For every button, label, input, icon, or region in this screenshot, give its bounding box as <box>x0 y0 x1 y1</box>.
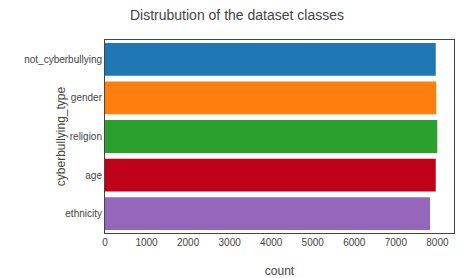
svg-text:gender: gender <box>71 92 103 103</box>
svg-text:5000: 5000 <box>302 237 325 248</box>
svg-text:0: 0 <box>102 237 108 248</box>
svg-text:cyberbullying_type: cyberbullying_type <box>54 86 68 186</box>
svg-text:4000: 4000 <box>260 237 283 248</box>
svg-text:3000: 3000 <box>219 237 242 248</box>
svg-text:2000: 2000 <box>177 237 200 248</box>
svg-text:religion: religion <box>70 131 102 142</box>
svg-text:not_cyberbullying: not_cyberbullying <box>24 54 102 65</box>
svg-text:count: count <box>265 264 295 278</box>
svg-text:8000: 8000 <box>426 237 449 248</box>
svg-text:age: age <box>85 170 102 181</box>
svg-text:1000: 1000 <box>135 237 158 248</box>
svg-text:7000: 7000 <box>385 237 408 248</box>
svg-text:6000: 6000 <box>343 237 366 248</box>
svg-text:Distrubution of the dataset cl: Distrubution of the dataset classes <box>130 7 344 23</box>
svg-text:ethnicity: ethnicity <box>65 208 102 219</box>
